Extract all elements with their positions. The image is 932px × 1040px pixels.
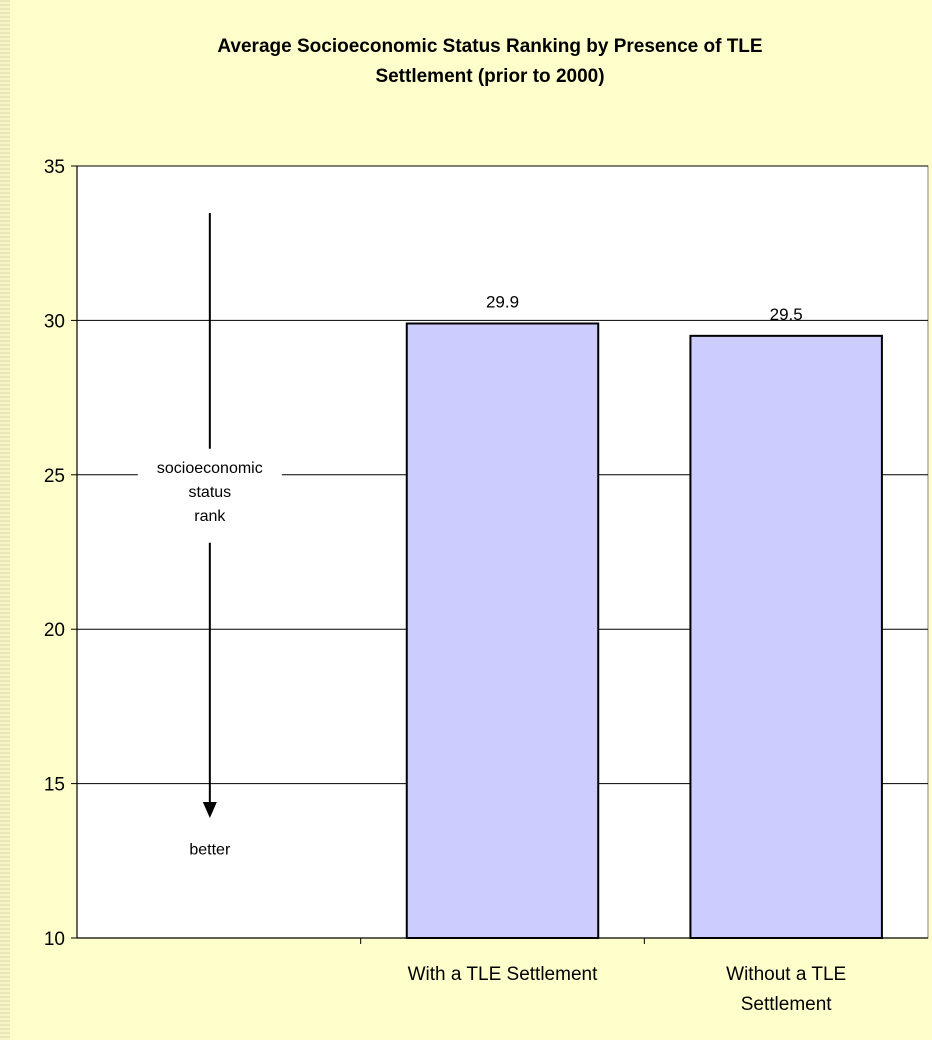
chart-title-line-2: Settlement (prior to 2000) xyxy=(375,66,605,87)
annotation-arrow-head xyxy=(202,802,217,818)
y-tick-label-15: 15 xyxy=(44,775,65,796)
annotation-label-line-2: status xyxy=(188,484,231,501)
category-label-2-line-1: Without a TLE xyxy=(726,964,846,985)
bar-2 xyxy=(689,334,883,939)
category-label-2-line-2: Settlement xyxy=(741,994,833,1015)
y-tick-label-35: 35 xyxy=(44,157,65,178)
chart-title: Average Socioeconomic Status Ranking by … xyxy=(40,32,932,92)
y-tick-label-30: 30 xyxy=(44,311,65,332)
annotation-label-line-3: rank xyxy=(194,508,226,525)
chart-title-line-1: Average Socioeconomic Status Ranking by … xyxy=(217,36,763,57)
left-edge-strip xyxy=(0,0,10,1040)
category-label-1-line-1: With a TLE Settlement xyxy=(408,964,598,985)
y-tick-label-25: 25 xyxy=(44,466,65,487)
annotation-label-mask xyxy=(137,450,282,541)
data-label-2: 29.5 xyxy=(770,305,803,324)
annotation-label-line-1: socioeconomic xyxy=(157,460,263,477)
y-tick-label-20: 20 xyxy=(44,620,65,641)
data-label-1: 29.9 xyxy=(486,292,519,311)
y-tick-label-10: 10 xyxy=(44,929,65,950)
bar-1 xyxy=(405,322,600,940)
annotation-direction-label: better xyxy=(189,842,231,859)
